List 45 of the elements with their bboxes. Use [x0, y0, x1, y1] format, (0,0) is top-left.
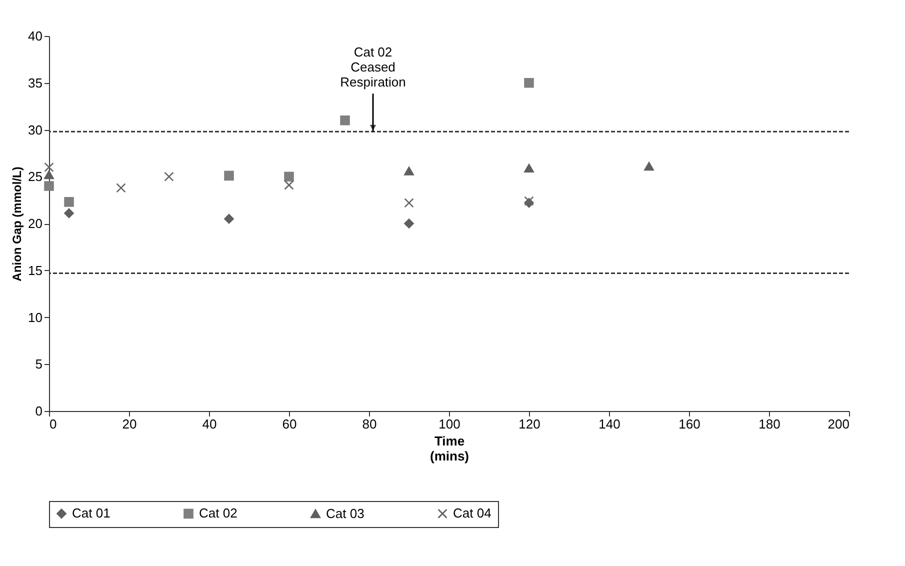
- point: [644, 162, 654, 171]
- y-tick-label: 20: [28, 216, 42, 231]
- legend-label: Cat 03: [326, 506, 364, 521]
- annotation: Cat 02 Ceased Respiration: [340, 44, 406, 90]
- legend-label: Cat 04: [453, 506, 492, 521]
- point: [116, 182, 126, 193]
- x-tick-label: 40: [202, 416, 217, 432]
- y-tick-label: 35: [28, 75, 42, 90]
- point: [44, 181, 54, 191]
- point: [340, 115, 350, 126]
- point: [44, 170, 54, 180]
- x-tick-label: 120: [518, 416, 540, 432]
- point: [404, 166, 414, 176]
- point: [404, 198, 414, 208]
- point: [44, 162, 54, 172]
- y-tick-label: 5: [35, 356, 42, 372]
- point: [64, 208, 74, 218]
- x-tick-label: 20: [122, 416, 137, 432]
- y-tick-label: 30: [28, 122, 42, 138]
- y-tick-label: 0: [35, 404, 42, 418]
- point: [284, 172, 294, 182]
- legend-label: Cat 01: [72, 506, 110, 521]
- x-tick-label: 80: [362, 416, 377, 432]
- point: [224, 170, 234, 181]
- y-tick-label: 25: [28, 169, 42, 184]
- x-tick-label: 60: [282, 416, 297, 432]
- y-tick-label: 40: [28, 28, 42, 44]
- y-tick-label: 15: [28, 262, 42, 278]
- x-tick-label: 0: [50, 416, 57, 432]
- x-axis-title: Time (mins): [430, 434, 469, 464]
- point: [64, 197, 74, 207]
- y-axis-title: Anion Gap (mmol/L): [10, 166, 24, 282]
- point: [404, 218, 414, 228]
- legend-label: Cat 02: [199, 506, 238, 521]
- point: [524, 164, 534, 173]
- y-tick-label: 10: [28, 310, 42, 325]
- x-tick-label: 100: [438, 416, 460, 432]
- x-tick-label: 160: [678, 416, 700, 432]
- x-tick-label: 140: [598, 416, 620, 432]
- point: [284, 180, 294, 190]
- x-tick-label: 200: [828, 416, 850, 432]
- point: [524, 78, 534, 88]
- point: [164, 172, 174, 182]
- x-tick-label: 180: [758, 416, 780, 432]
- point: [224, 214, 234, 224]
